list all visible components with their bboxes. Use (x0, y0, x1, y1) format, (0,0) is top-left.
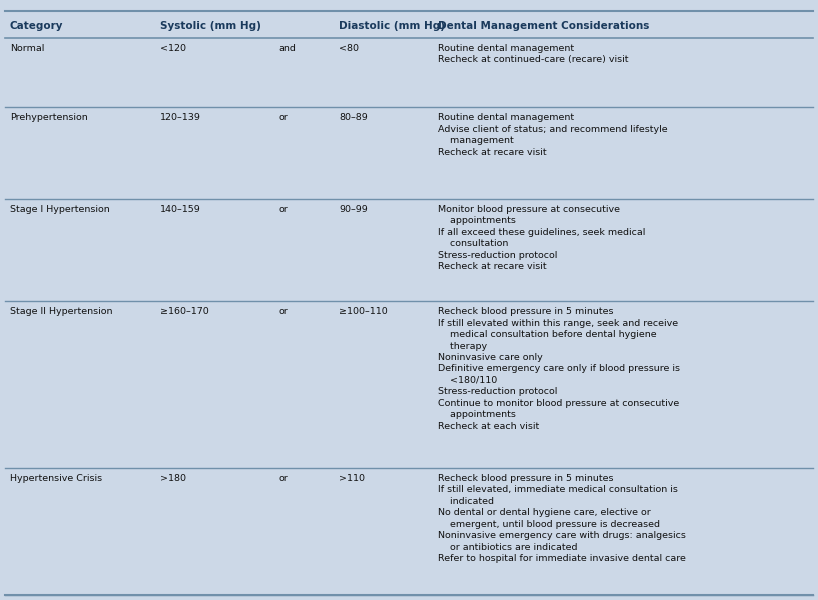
Text: Normal: Normal (10, 44, 44, 53)
Text: 80–89: 80–89 (339, 113, 368, 122)
Text: or: or (278, 113, 288, 122)
Text: Diastolic (mm Hg): Diastolic (mm Hg) (339, 20, 446, 31)
Text: or: or (278, 307, 288, 316)
Text: Routine dental management
Advise client of status; and recommend lifestyle
    m: Routine dental management Advise client … (438, 113, 667, 157)
Text: Stage II Hypertension: Stage II Hypertension (10, 307, 112, 316)
Text: Prehypertension: Prehypertension (10, 113, 88, 122)
Text: Hypertensive Crisis: Hypertensive Crisis (10, 474, 102, 483)
Text: Routine dental management
Recheck at continued-care (recare) visit: Routine dental management Recheck at con… (438, 44, 628, 64)
Text: Systolic (mm Hg): Systolic (mm Hg) (160, 20, 260, 31)
Text: Recheck blood pressure in 5 minutes
If still elevated within this range, seek an: Recheck blood pressure in 5 minutes If s… (438, 307, 680, 431)
Text: >110: >110 (339, 474, 366, 483)
Text: 90–99: 90–99 (339, 205, 368, 214)
Text: Category: Category (10, 20, 63, 31)
Text: Monitor blood pressure at consecutive
    appointments
If all exceed these guide: Monitor blood pressure at consecutive ap… (438, 205, 645, 271)
Text: Recheck blood pressure in 5 minutes
If still elevated, immediate medical consult: Recheck blood pressure in 5 minutes If s… (438, 474, 685, 563)
Text: and: and (278, 44, 296, 53)
Text: ≥100–110: ≥100–110 (339, 307, 389, 316)
Text: Stage I Hypertension: Stage I Hypertension (10, 205, 110, 214)
Text: or: or (278, 474, 288, 483)
Text: <120: <120 (160, 44, 186, 53)
Text: ≥160–170: ≥160–170 (160, 307, 209, 316)
Text: 140–159: 140–159 (160, 205, 200, 214)
Text: or: or (278, 205, 288, 214)
Text: <80: <80 (339, 44, 359, 53)
Text: >180: >180 (160, 474, 186, 483)
Text: Dental Management Considerations: Dental Management Considerations (438, 20, 649, 31)
Text: 120–139: 120–139 (160, 113, 200, 122)
